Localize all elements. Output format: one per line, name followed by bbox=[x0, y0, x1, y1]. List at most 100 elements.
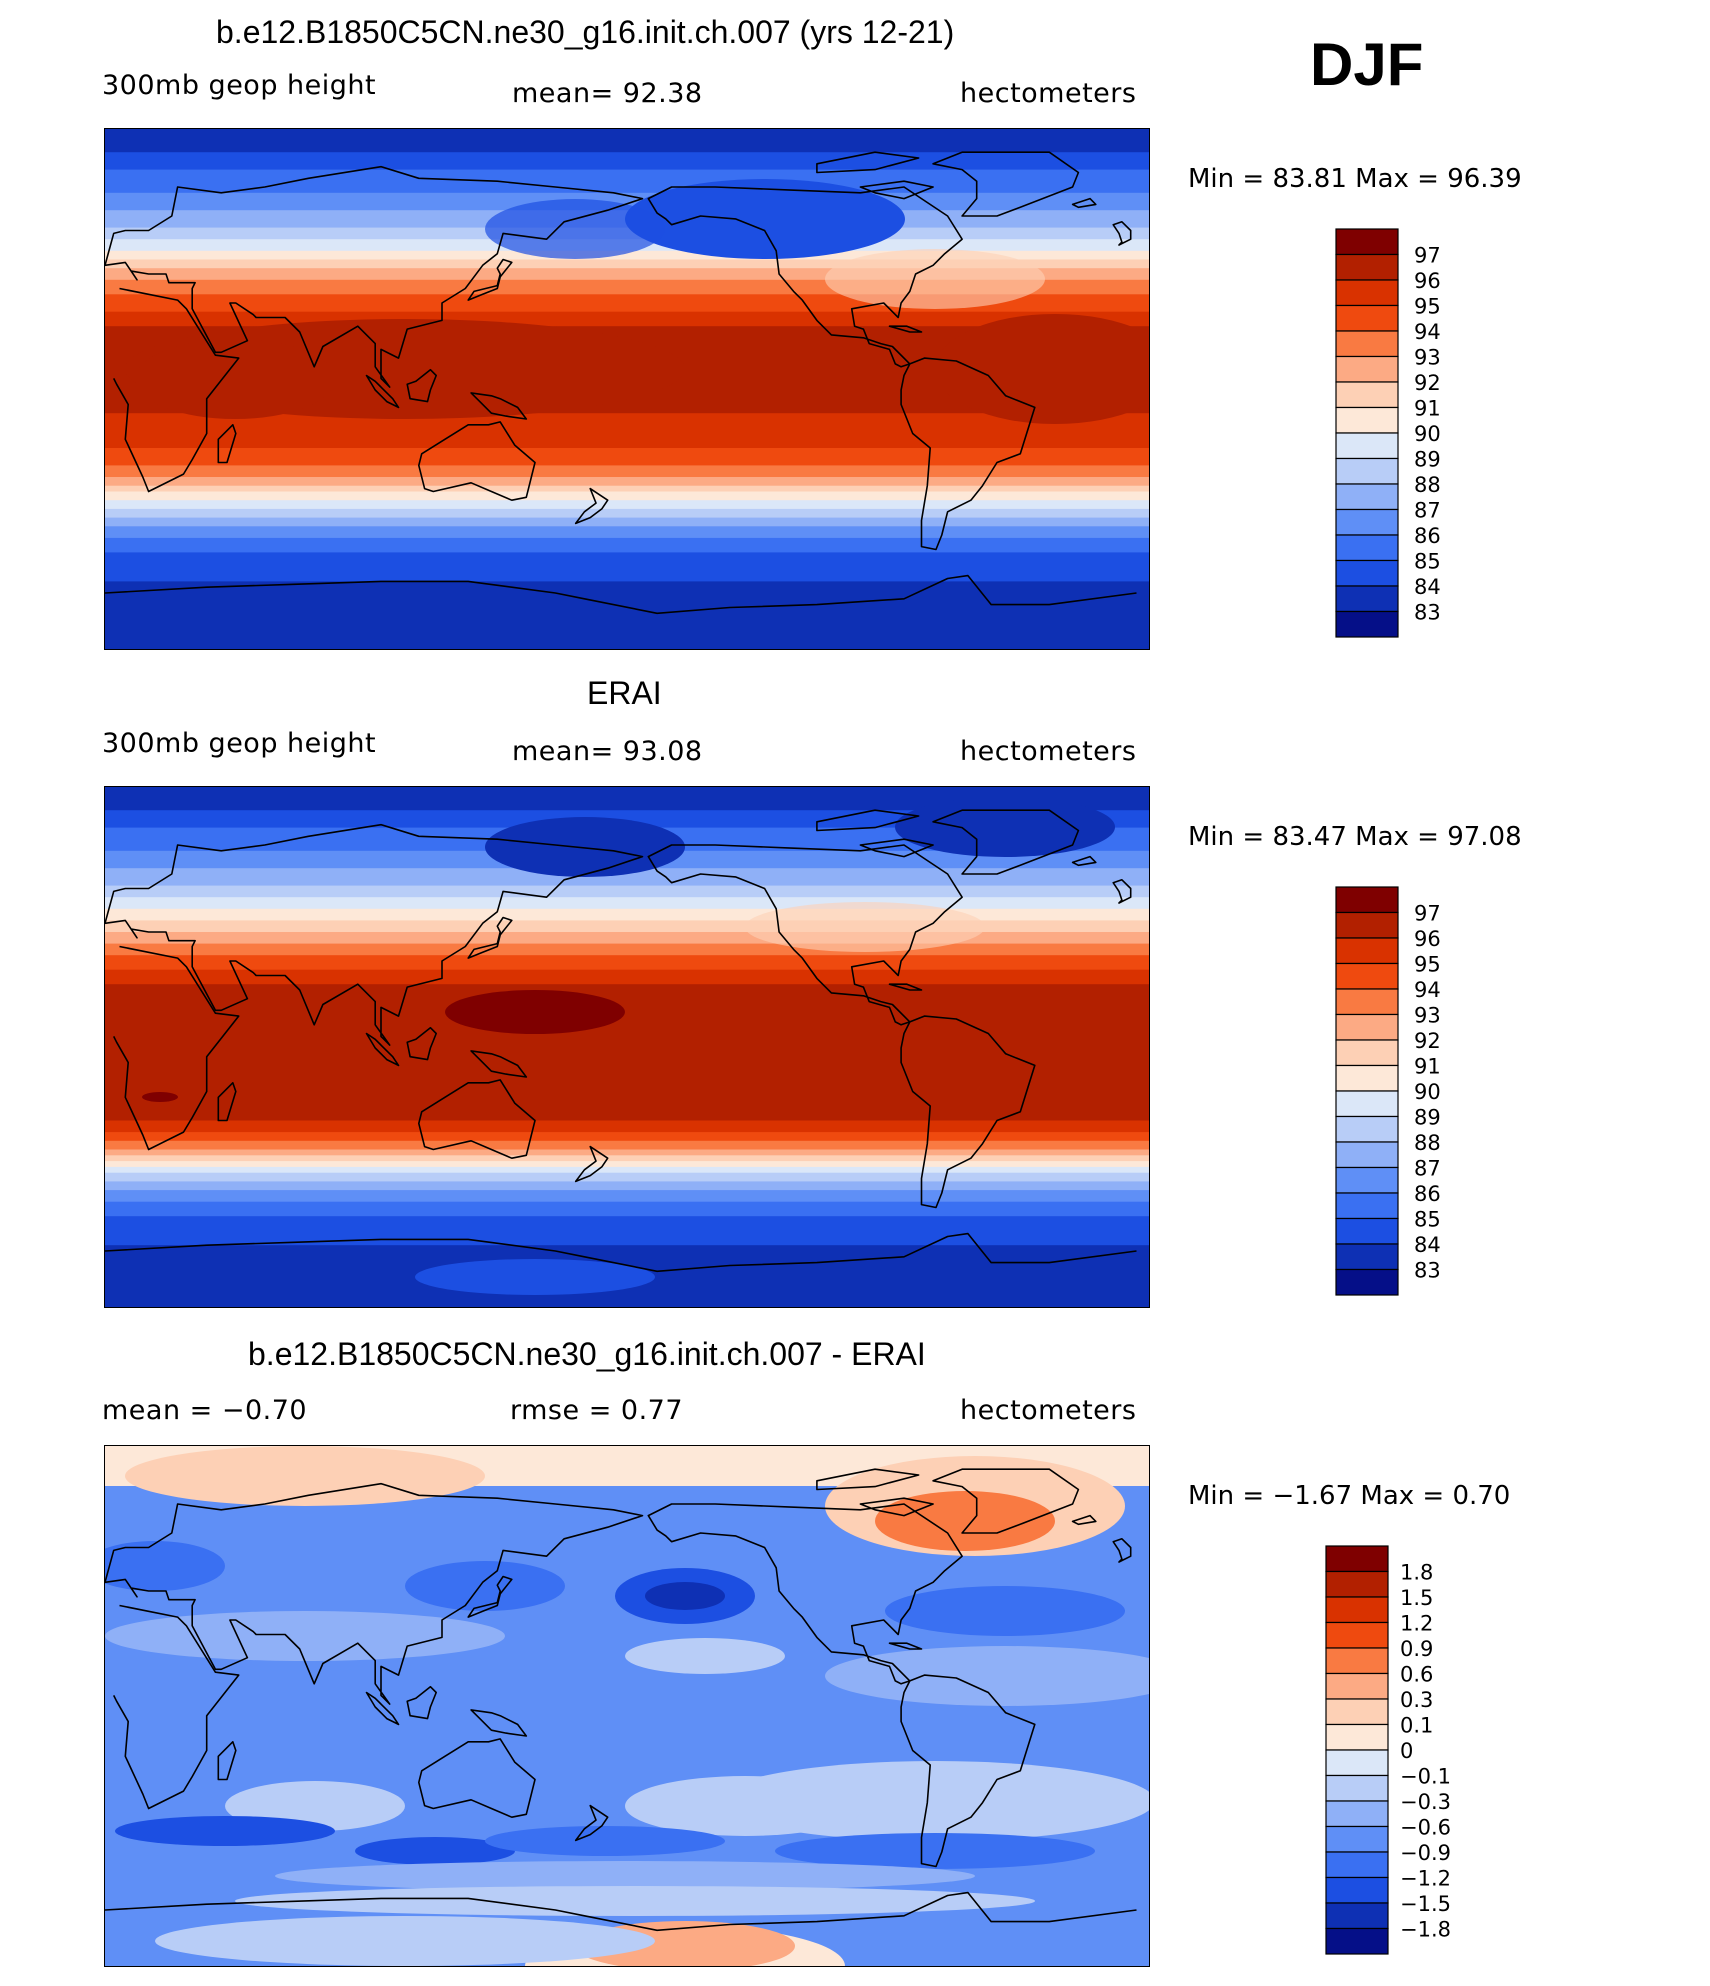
coastline bbox=[406, 1685, 437, 1720]
panel1-mean: mean= 92.38 bbox=[512, 78, 703, 109]
colorbar-swatch bbox=[1335, 534, 1399, 562]
coastline bbox=[816, 1468, 920, 1491]
colorbar-swatch bbox=[1325, 1851, 1389, 1879]
colorbar-tick-label: 87 bbox=[1414, 1157, 1441, 1181]
coastline bbox=[365, 374, 400, 409]
panel1-field-label: 300mb geop height bbox=[102, 70, 377, 101]
colorbar-tick-label: 0.6 bbox=[1400, 1663, 1433, 1687]
contour-band bbox=[105, 1166, 1149, 1174]
contour-region bbox=[825, 1646, 1149, 1706]
colorbar-tick-label: 90 bbox=[1414, 422, 1441, 446]
colorbar-swatch bbox=[1325, 1876, 1389, 1904]
coastline bbox=[647, 186, 963, 368]
contour-band bbox=[105, 885, 1149, 899]
contour-band bbox=[105, 526, 1149, 539]
colorbar-tick-label: 83 bbox=[1414, 601, 1441, 625]
contour-band bbox=[105, 537, 1149, 554]
colorbar-tick-label: 85 bbox=[1414, 550, 1441, 574]
contour-band bbox=[105, 508, 1149, 519]
contour-band bbox=[105, 581, 1149, 649]
colorbar-tick-label: 87 bbox=[1414, 499, 1441, 523]
colorbar-tick-label: 92 bbox=[1414, 1029, 1441, 1053]
coastline bbox=[365, 1691, 400, 1726]
panel2-map-svg bbox=[105, 787, 1149, 1307]
coastline bbox=[1112, 221, 1132, 246]
contour-region bbox=[405, 1561, 565, 1611]
colorbar-tick-label: 84 bbox=[1414, 575, 1441, 599]
panel1-map bbox=[104, 128, 1150, 650]
colorbar-swatch bbox=[1335, 1217, 1399, 1245]
coastline bbox=[467, 1575, 513, 1618]
contour-band bbox=[105, 920, 1149, 933]
contour-band bbox=[105, 517, 1149, 528]
colorbar-tick-label: 97 bbox=[1414, 244, 1441, 268]
contour-region bbox=[825, 249, 1045, 309]
contour-region bbox=[135, 339, 335, 419]
contour-region bbox=[745, 902, 985, 952]
colorbar-swatch bbox=[1335, 911, 1399, 939]
colorbar-tick-label: 89 bbox=[1414, 1106, 1441, 1130]
colorbar-tick-label: 83 bbox=[1414, 1259, 1441, 1283]
colorbar-tick-label: 95 bbox=[1414, 953, 1441, 977]
colorbar-tick-label: 1.5 bbox=[1400, 1586, 1433, 1610]
contour-region bbox=[235, 1886, 1035, 1916]
contour-band bbox=[105, 908, 1149, 922]
colorbar-swatch bbox=[1335, 228, 1399, 256]
coastline bbox=[217, 1741, 237, 1781]
coastline bbox=[859, 838, 934, 858]
contour-band bbox=[105, 1216, 1149, 1247]
coastline bbox=[105, 1891, 1137, 1932]
colorbar-swatch bbox=[1325, 1800, 1389, 1828]
colorbar-tick-label: −0.9 bbox=[1400, 1841, 1451, 1865]
colorbar-swatch bbox=[1335, 432, 1399, 460]
colorbar-swatch bbox=[1325, 1621, 1389, 1649]
colorbar-swatch bbox=[1325, 1774, 1389, 1802]
colorbar-swatch bbox=[1335, 1064, 1399, 1092]
panel2-mean: mean= 93.08 bbox=[512, 736, 703, 767]
contour-band bbox=[105, 897, 1149, 910]
panel2-units: hectometers bbox=[960, 736, 1137, 767]
contour-region bbox=[485, 1826, 725, 1856]
colorbar-tick-label: 0.3 bbox=[1400, 1688, 1433, 1712]
contour-band bbox=[105, 1181, 1149, 1192]
colorbar-swatch bbox=[1335, 1192, 1399, 1220]
coastline bbox=[859, 1497, 934, 1517]
contour-band bbox=[105, 259, 1149, 270]
colorbar-tick-label: 0.1 bbox=[1400, 1714, 1433, 1738]
colorbar-tick-label: 1.8 bbox=[1400, 1561, 1433, 1585]
contour-band bbox=[105, 485, 1149, 493]
contour-region bbox=[885, 1586, 1125, 1636]
contour-band bbox=[105, 955, 1149, 971]
panel1-title: b.e12.B1850C5CN.ne30_g16.init.ch.007 (yr… bbox=[216, 14, 955, 50]
contour-region bbox=[645, 1582, 725, 1610]
colorbar-swatch bbox=[1335, 1115, 1399, 1143]
contour-band bbox=[105, 152, 1149, 171]
colorbar-tick-label: 90 bbox=[1414, 1080, 1441, 1104]
contour-region bbox=[142, 1092, 178, 1102]
colorbar-tick-label: 96 bbox=[1414, 927, 1441, 951]
colorbar-swatch bbox=[1335, 1039, 1399, 1067]
colorbar-tick-label: −0.3 bbox=[1400, 1790, 1451, 1814]
panel1-units: hectometers bbox=[960, 78, 1137, 109]
coastline bbox=[900, 1015, 1036, 1209]
colorbar-swatch bbox=[1325, 1545, 1389, 1573]
contour-band bbox=[105, 1140, 1149, 1151]
panel3-min-max: Min = −1.67 Max = 0.70 bbox=[1188, 1481, 1511, 1511]
coastline bbox=[932, 151, 1080, 217]
panel1-colorbar: 97 96 95 94 93 92 91 90 89 88 87 86 85 84 83 bbox=[1335, 228, 1536, 646]
colorbar-swatch bbox=[1335, 988, 1399, 1016]
contour-band bbox=[105, 552, 1149, 583]
coastline bbox=[470, 1050, 528, 1078]
colorbar-swatch bbox=[1335, 1141, 1399, 1169]
coastline bbox=[105, 1482, 644, 1705]
coastline bbox=[574, 487, 609, 525]
coastline bbox=[217, 1082, 237, 1122]
colorbar-swatch bbox=[1335, 1268, 1399, 1296]
panel3-rmse: rmse = 0.77 bbox=[510, 1395, 684, 1426]
coastline bbox=[932, 1468, 1080, 1534]
colorbar-swatch bbox=[1325, 1825, 1389, 1853]
colorbar-tick-label: 92 bbox=[1414, 371, 1441, 395]
colorbar-tick-label: 86 bbox=[1414, 524, 1441, 548]
colorbar-tick-label: 91 bbox=[1414, 1055, 1441, 1079]
coastline bbox=[647, 1503, 963, 1685]
